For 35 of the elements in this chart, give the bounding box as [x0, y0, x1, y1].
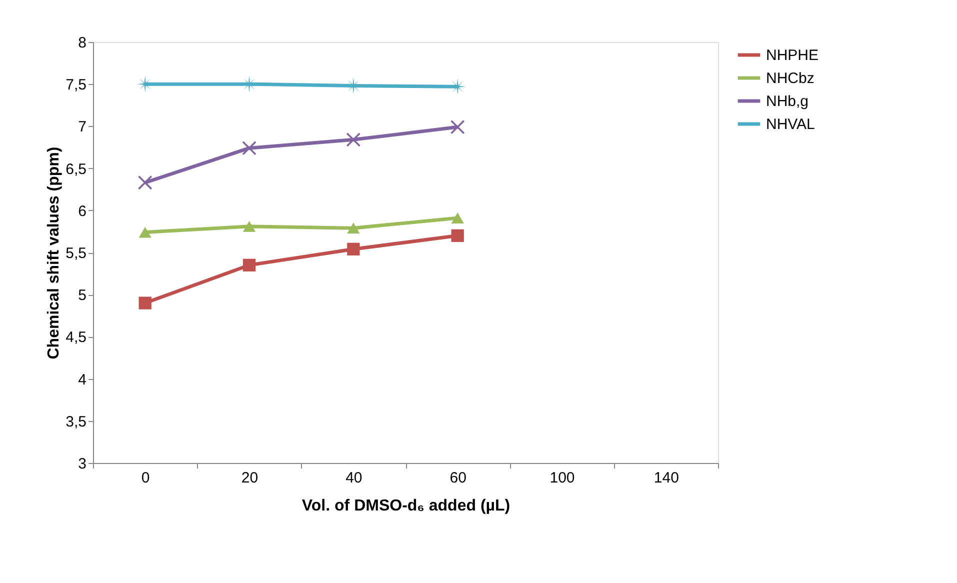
x-tick-label: 60	[450, 470, 466, 486]
point	[138, 175, 152, 190]
point	[451, 229, 464, 242]
x-tick-label: 140	[654, 470, 679, 486]
y-tick-label: 3	[78, 456, 86, 472]
y-tick-label: 6	[78, 202, 86, 220]
y-tick-label: 4	[78, 371, 86, 388]
y-axis-title: Chemical shift values (ppm)	[46, 146, 63, 360]
point	[451, 212, 464, 224]
y-tick-label: 7	[78, 118, 86, 136]
x-tick-label: 100	[550, 470, 575, 486]
y-tick-label: 5,5	[66, 245, 86, 262]
y-tick-label: 6,5	[66, 160, 86, 178]
point	[242, 140, 256, 156]
x-tick-label: 0	[141, 470, 150, 486]
y-tick-label: 5	[78, 287, 86, 304]
point	[242, 220, 256, 232]
point	[450, 120, 465, 134]
y-tick-label: 3,5	[66, 413, 86, 430]
legend-label: NHVAL	[766, 116, 815, 133]
x-tick-label: 40	[346, 470, 362, 486]
point	[347, 222, 360, 234]
legend-label: NHb,g	[766, 93, 809, 110]
legend-label: NHPHE	[766, 47, 819, 64]
x-tick-label: 20	[241, 470, 258, 486]
y-tick-label: 4,5	[66, 329, 86, 346]
point	[138, 226, 152, 238]
y-tick-label: 7,5	[66, 76, 86, 94]
y-tick-label: 8	[78, 34, 86, 52]
point	[242, 258, 256, 272]
legend-label: NHCbz	[766, 70, 814, 87]
point	[347, 242, 360, 256]
x-axis-title: Vol. of DMSO-d₆ added (µL)	[302, 498, 510, 514]
point	[138, 296, 152, 310]
point	[346, 132, 361, 147]
